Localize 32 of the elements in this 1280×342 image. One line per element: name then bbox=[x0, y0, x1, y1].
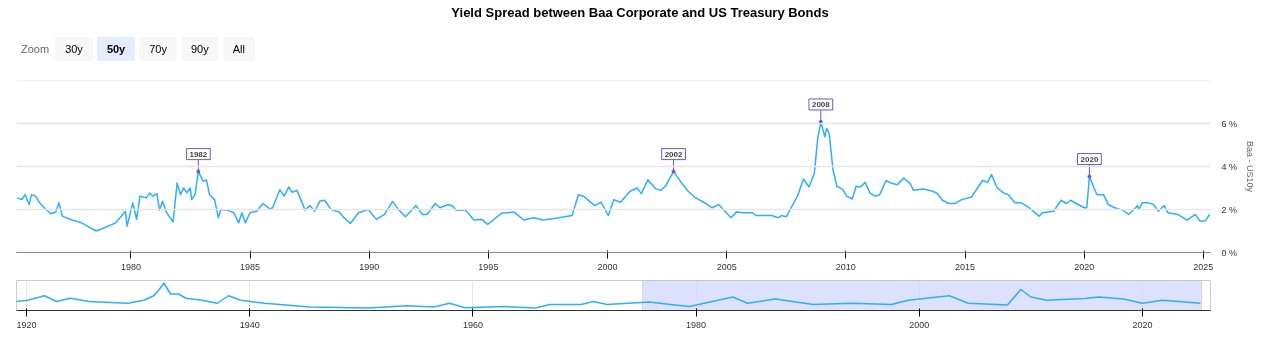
y-tick-label: 0 % bbox=[1221, 247, 1238, 258]
x-tick-label: 2015 bbox=[955, 261, 976, 272]
text: 90y bbox=[180, 37, 219, 61]
x-tick-label: 1980 bbox=[686, 319, 707, 330]
text: 30y bbox=[55, 37, 93, 61]
x-tick-label: 1920 bbox=[16, 319, 37, 330]
x-tick-label: 2020 bbox=[1074, 261, 1095, 272]
x-tick-label: 2025 bbox=[1193, 261, 1214, 272]
y-axis-title: Baa - US10y bbox=[1245, 140, 1256, 193]
x-tick-label: 1960 bbox=[462, 319, 483, 330]
annotation: 2020 bbox=[1080, 154, 1099, 164]
x-tick-label: 1985 bbox=[240, 261, 261, 272]
x-tick-label: 2000 bbox=[909, 319, 930, 330]
x-tick-label: 1995 bbox=[478, 261, 499, 272]
text: All bbox=[222, 37, 255, 61]
text: 70y bbox=[139, 37, 177, 61]
y-tick-label: 2 % bbox=[1221, 204, 1238, 215]
x-tick-label: 1980 bbox=[120, 261, 141, 272]
text: 50y bbox=[96, 37, 136, 61]
annotation: 1982 bbox=[189, 149, 208, 159]
annotation: 2002 bbox=[664, 149, 684, 159]
x-tick-label: 2005 bbox=[716, 261, 737, 272]
annotation: 2008 bbox=[811, 99, 831, 109]
chart-title: Yield Spread between Baa Corporate and US Treasury Bonds bbox=[450, 5, 830, 20]
x-tick-label: 1940 bbox=[239, 319, 260, 330]
x-tick-label: 2000 bbox=[597, 261, 618, 272]
y-tick-label: 4 % bbox=[1221, 161, 1238, 172]
x-tick-label: 2020 bbox=[1132, 319, 1153, 330]
x-tick-label: 2010 bbox=[835, 261, 856, 272]
text: Zoom bbox=[21, 43, 50, 55]
y-tick-label: 6 % bbox=[1221, 118, 1238, 129]
x-tick-label: 1990 bbox=[359, 261, 380, 272]
